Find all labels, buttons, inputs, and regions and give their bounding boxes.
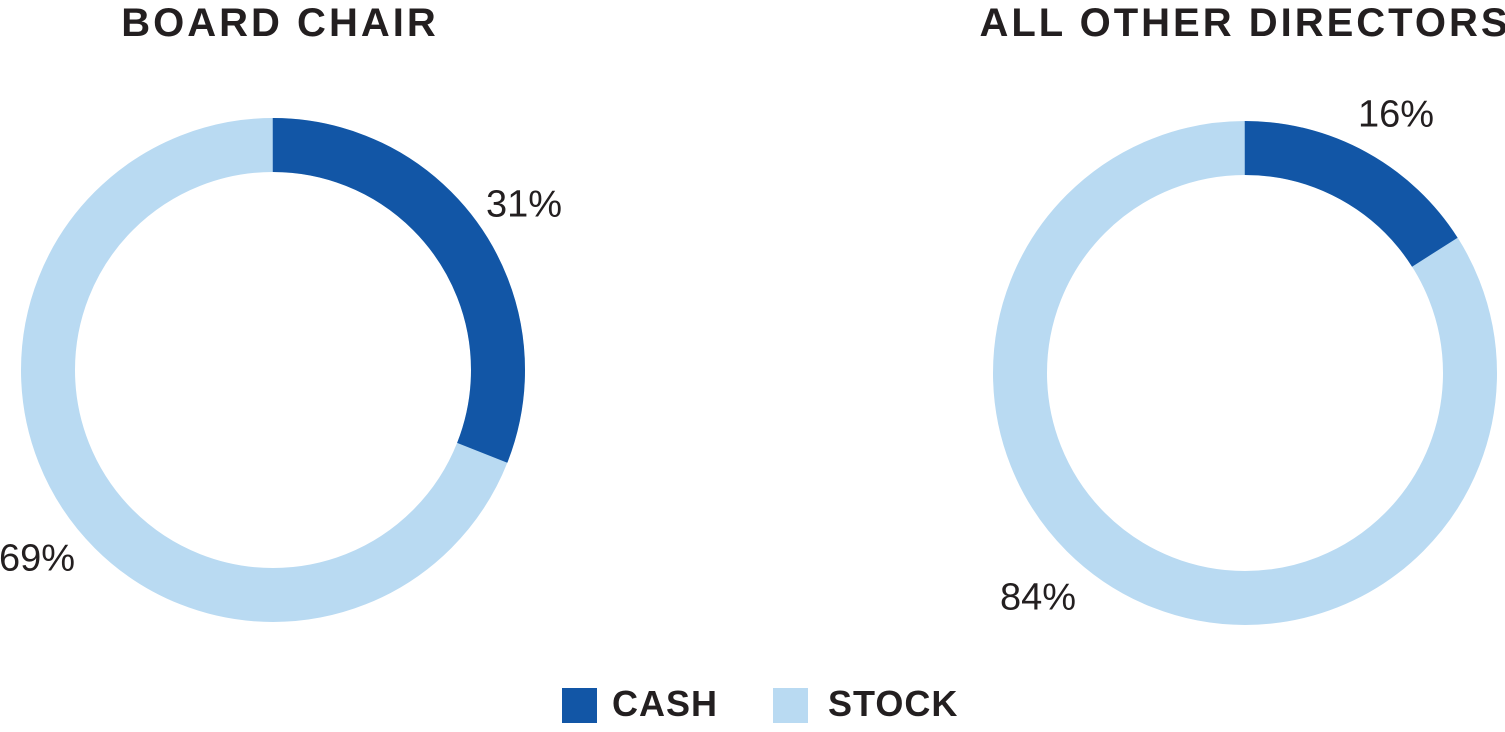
stock-percent-label: 84% (999, 576, 1077, 619)
legend-swatch-cash (562, 688, 597, 723)
stock-percent-label: 69% (0, 537, 76, 580)
legend-label-cash: CASH (612, 683, 719, 724)
donut-segment-cash (993, 121, 1497, 625)
legend-label-stock: STOCK (828, 683, 959, 724)
donut-chart-board-chair (21, 118, 525, 622)
cash-percent-label: 16% (1357, 93, 1435, 136)
legend-swatch-stock (773, 688, 808, 723)
donut-segment-cash (21, 118, 525, 622)
chart-title-board-chair: BOARD CHAIR (121, 1, 439, 45)
chart-title-all-other-directors: ALL OTHER DIRECTORS (979, 1, 1505, 45)
cash-percent-label: 31% (485, 183, 563, 226)
donut-chart-all-other-directors (993, 121, 1497, 625)
